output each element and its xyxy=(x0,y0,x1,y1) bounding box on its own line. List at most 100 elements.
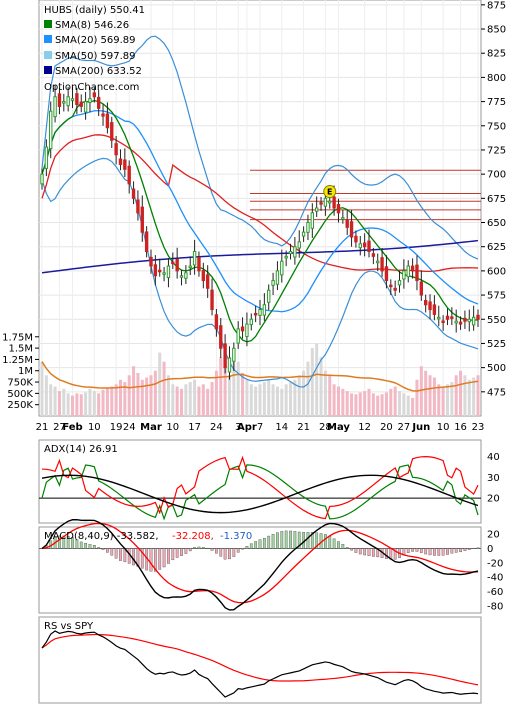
candle-body xyxy=(341,217,345,220)
candle-body xyxy=(437,316,441,320)
candle-body xyxy=(410,265,415,272)
macd-title: MACD(8,40,9) -33.582, xyxy=(44,531,159,542)
volume-tick-label: 500K xyxy=(7,389,33,400)
volume-bar xyxy=(66,393,70,416)
date-tick-label: Mar xyxy=(140,422,162,433)
candle-body xyxy=(280,260,284,276)
candle-body xyxy=(40,173,44,185)
candle-body xyxy=(454,320,458,324)
volume-bar xyxy=(79,394,83,416)
volume-bar xyxy=(367,388,371,416)
macd-histogram-bar xyxy=(215,548,218,554)
price-tick-label: 525 xyxy=(487,339,506,350)
candle-body xyxy=(153,264,158,277)
volume-bar xyxy=(232,348,236,416)
macd-histogram-bar xyxy=(79,541,83,549)
macd-histogram-bar xyxy=(262,537,266,549)
candle-body xyxy=(384,266,389,282)
candle-body xyxy=(232,347,236,362)
macd-histogram-bar xyxy=(201,547,205,549)
macd-histogram-bar xyxy=(419,548,423,553)
date-tick-label: 27 xyxy=(53,422,66,433)
volume-bar xyxy=(123,382,127,416)
macd-histogram-bar xyxy=(328,535,332,549)
volume-tick-label: 1M xyxy=(18,366,33,377)
macd-histogram-bar xyxy=(385,548,388,559)
legend-item-sma8: SMA(8) 546.26 xyxy=(44,20,129,31)
volume-bar xyxy=(454,375,458,416)
adx-line xyxy=(41,474,479,514)
price-tick-label: 575 xyxy=(487,291,506,302)
date-tick-label: 21 xyxy=(297,422,310,433)
volume-bar xyxy=(406,395,410,416)
candle-body xyxy=(428,301,432,311)
volume-bar xyxy=(350,393,354,416)
volume-bar xyxy=(275,386,279,416)
candle-body xyxy=(96,96,101,109)
price-tick-label: 700 xyxy=(487,170,506,181)
adx-tick-label: 30 xyxy=(487,473,500,484)
macd-histogram-bar xyxy=(228,548,231,560)
volume-bar xyxy=(437,384,441,416)
macd-tick-label: 20 xyxy=(487,530,500,541)
date-tick-label: 24 xyxy=(123,422,136,433)
volume-bar xyxy=(302,370,306,416)
macd-histogram-bar xyxy=(363,548,367,556)
candle-body xyxy=(236,328,240,344)
date-tick-label: 19 xyxy=(110,422,123,433)
lower-band xyxy=(41,157,479,388)
candle-body xyxy=(44,146,49,169)
candle-body xyxy=(123,159,127,170)
macd-histogram-bar xyxy=(367,548,371,557)
volume-bar xyxy=(424,370,428,416)
volume-bar xyxy=(363,391,367,416)
legend-swatch-sma200 xyxy=(44,66,52,74)
candle-body xyxy=(179,275,184,278)
rs-panel xyxy=(38,616,482,704)
date-tick-label: Feb xyxy=(62,422,82,433)
candle-body xyxy=(184,272,188,279)
macd-histogram-bar xyxy=(71,537,74,549)
candle-body xyxy=(118,158,123,165)
candle-body xyxy=(79,101,83,107)
price-tick-label: 750 xyxy=(487,121,506,132)
macd-histogram-bar xyxy=(437,548,441,556)
candle-body xyxy=(271,280,275,286)
macd-histogram-bar xyxy=(153,548,157,572)
volume-tick-label: 1.25M xyxy=(2,355,33,366)
candle-body xyxy=(223,343,227,369)
candle-body xyxy=(476,314,480,320)
candle-body xyxy=(367,240,371,253)
price-tick-label: 850 xyxy=(487,25,506,36)
volume-bar xyxy=(467,379,471,416)
candle-body xyxy=(192,251,197,266)
candle-body xyxy=(354,235,358,243)
macd-histogram-bar xyxy=(358,548,362,555)
macd-histogram-bar xyxy=(289,530,292,549)
macd-histogram-bar xyxy=(149,548,153,572)
macd-histogram-bar xyxy=(254,541,258,549)
macd-histogram-bar xyxy=(345,547,349,549)
macd-histogram-bar xyxy=(58,535,61,549)
candle-body xyxy=(397,280,402,286)
adx-lines xyxy=(39,455,481,521)
candle-body xyxy=(127,165,131,185)
legend-label-sma8: SMA(8) 546.26 xyxy=(55,20,129,31)
candle-body xyxy=(376,260,380,264)
candle-body xyxy=(419,281,424,296)
volume-bar xyxy=(254,386,258,416)
candle-body xyxy=(175,258,179,272)
macd-histogram-bar xyxy=(350,548,353,551)
volume-bar xyxy=(280,388,284,416)
volume-bar xyxy=(97,393,101,416)
candle-body xyxy=(314,207,319,212)
candle-body xyxy=(57,93,62,107)
candle-body xyxy=(166,265,171,279)
bollinger-bands xyxy=(41,35,479,388)
volume-bar xyxy=(323,370,327,416)
volume-bar xyxy=(463,375,467,416)
volume-bar xyxy=(336,386,340,416)
price-grid xyxy=(39,0,481,416)
earnings-label: E xyxy=(327,188,332,197)
volume-bar xyxy=(44,375,48,416)
